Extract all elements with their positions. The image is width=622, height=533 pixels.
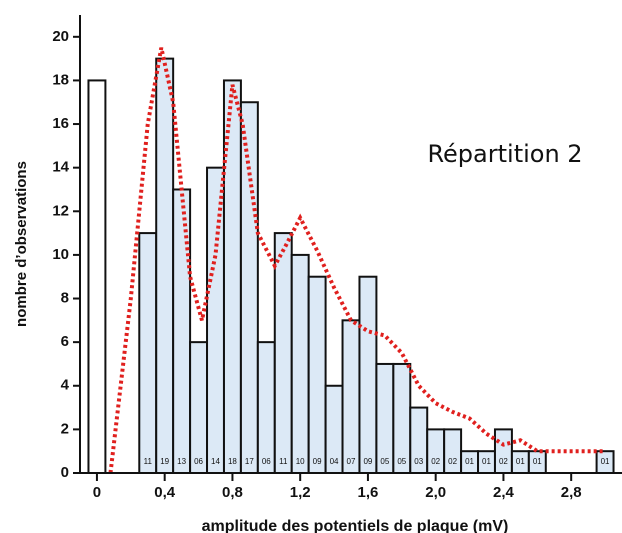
x-tick-label: 0 [93, 484, 101, 501]
x-tick-label: 0,4 [154, 484, 176, 501]
value-label: 17 [245, 457, 254, 466]
value-label: 01 [482, 457, 491, 466]
value-label: 02 [448, 457, 457, 466]
value-label: 01 [601, 457, 610, 466]
bar [443, 428, 463, 474]
value-label: 02 [499, 457, 508, 466]
bar [290, 253, 310, 474]
y-tick-label: 10 [52, 246, 69, 263]
value-label: 01 [465, 457, 474, 466]
x-tick-label: 1,2 [290, 484, 311, 501]
y-tick-label: 8 [61, 289, 69, 306]
bar [426, 428, 446, 474]
y-tick-label: 16 [52, 115, 69, 132]
bar [341, 319, 361, 475]
y-tick-label: 18 [52, 71, 69, 88]
value-label: 09 [313, 457, 322, 466]
x-tick-label: 2,4 [493, 484, 515, 501]
bar [222, 79, 242, 475]
value-label: 04 [330, 457, 339, 466]
value-label: 06 [262, 457, 271, 466]
value-label: 18 [228, 457, 237, 466]
x-tick-label: 1,6 [358, 484, 379, 501]
bar [256, 341, 276, 474]
value-label: 19 [160, 457, 169, 466]
x-axis-label: amplitude des potentiels de plaque (mV) [202, 518, 509, 533]
bar [189, 341, 209, 474]
y-tick-label: 20 [52, 28, 69, 45]
bar [273, 232, 293, 474]
value-label: 01 [516, 457, 525, 466]
value-label: 06 [194, 457, 203, 466]
fit-curve [108, 47, 606, 474]
y-tick-label: 4 [61, 377, 70, 394]
value-label: 13 [177, 457, 186, 466]
value-label: 05 [380, 457, 389, 466]
bar [358, 275, 378, 475]
bar [155, 57, 175, 474]
annotation: Répartition 2 [427, 140, 582, 168]
x-tick-label: 2,8 [561, 484, 582, 501]
value-label: 14 [211, 457, 220, 466]
x-tick-label: 0,8 [222, 484, 243, 501]
bar [239, 101, 259, 474]
value-label: 05 [397, 457, 406, 466]
y-tick-label: 6 [61, 333, 69, 350]
value-label: 09 [363, 457, 372, 466]
value-label: 11 [279, 457, 288, 466]
value-label: 07 [347, 457, 356, 466]
value-label: 01 [533, 457, 542, 466]
y-tick-label: 14 [52, 159, 69, 176]
y-tick-label: 12 [52, 202, 69, 219]
y-tick-label: 0 [61, 464, 69, 481]
value-label: 11 [144, 457, 153, 466]
bar [493, 428, 513, 474]
value-label: 10 [296, 457, 305, 466]
bar [138, 232, 158, 474]
value-label: 03 [414, 457, 423, 466]
bar [206, 166, 225, 475]
value-label: 02 [431, 457, 440, 466]
bar [87, 79, 107, 475]
x-tick-label: 2,0 [425, 484, 446, 501]
bar [307, 275, 327, 475]
y-axis-label: nombre d’observations [13, 161, 30, 327]
y-tick-label: 2 [61, 420, 69, 437]
